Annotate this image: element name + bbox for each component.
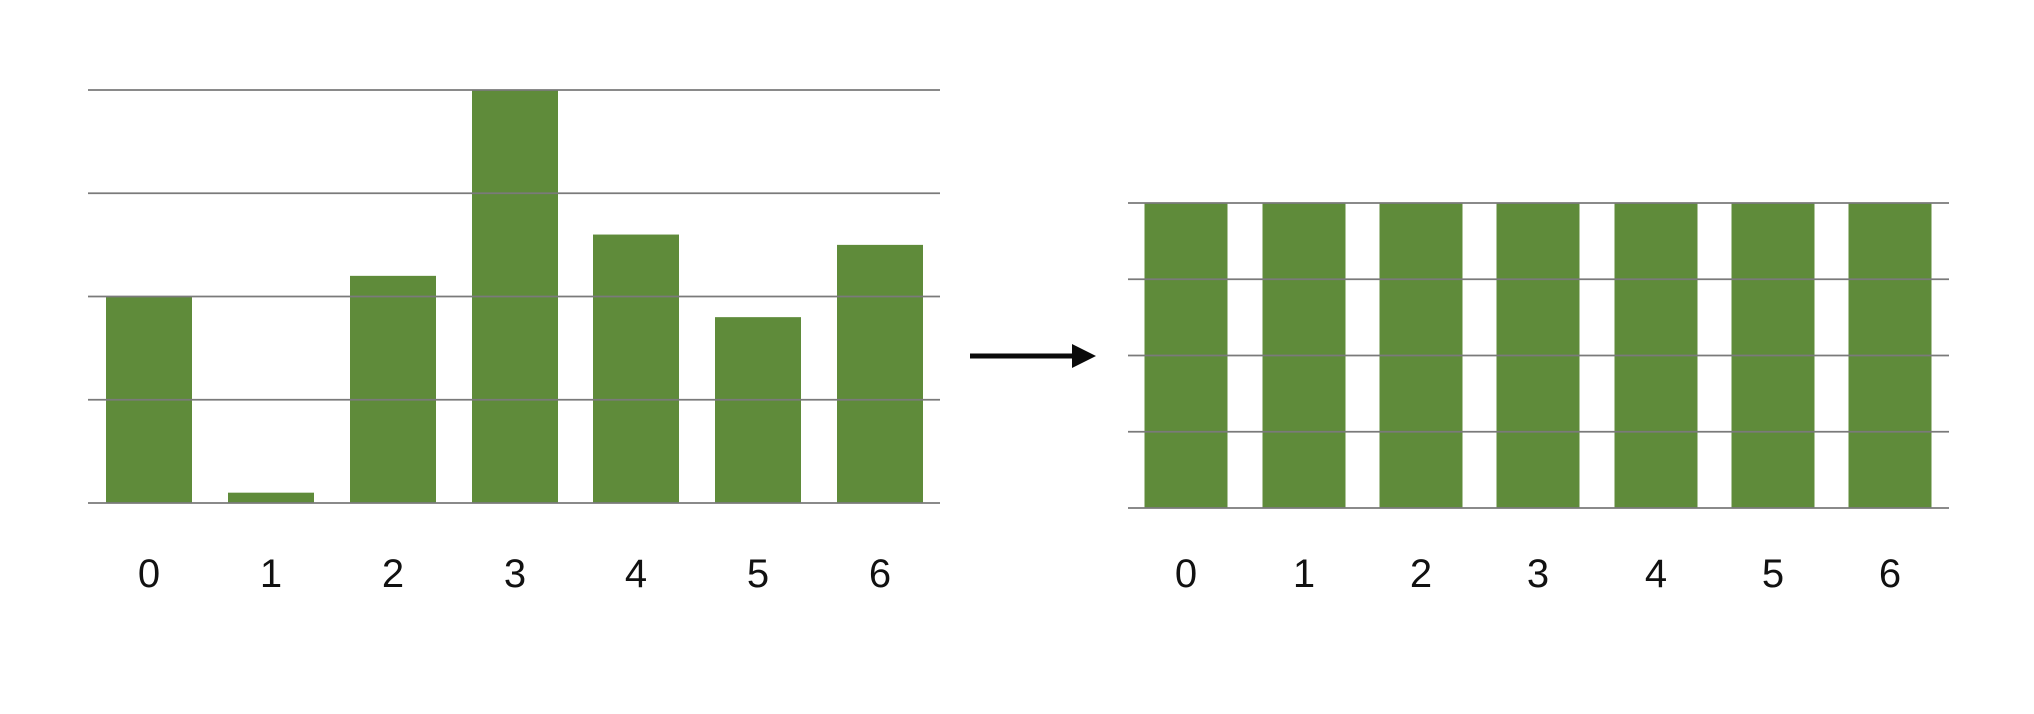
- bar-2: [350, 275, 436, 503]
- x-tick-label-1: 1: [260, 552, 282, 596]
- x-tick-label-3: 3: [504, 552, 526, 596]
- x-tick-label-2: 2: [382, 552, 404, 596]
- x-tick-label-4: 4: [1645, 552, 1667, 596]
- x-tick-label-5: 5: [1762, 552, 1784, 596]
- bar-5: [715, 317, 801, 503]
- gridlines: [1128, 202, 1949, 509]
- bar-4: [593, 234, 679, 504]
- bar-6: [837, 244, 923, 503]
- x-tick-label-1: 1: [1293, 552, 1315, 596]
- chart-after: 0 1 2 3 4 5 6: [1128, 202, 1949, 596]
- bar-1: [228, 492, 314, 503]
- x-tick-label-0: 0: [138, 552, 160, 596]
- x-tick-label-6: 6: [869, 552, 891, 596]
- x-tick-label-5: 5: [747, 552, 769, 596]
- x-tick-labels: 0 1 2 3 4 5 6: [138, 552, 891, 596]
- x-tick-label-3: 3: [1527, 552, 1549, 596]
- x-tick-label-2: 2: [1410, 552, 1432, 596]
- x-tick-label-4: 4: [625, 552, 647, 596]
- gridlines: [88, 89, 940, 504]
- chart-before: 0 1 2 3 4 5 6: [88, 89, 940, 596]
- right-arrow-icon: [970, 344, 1096, 368]
- bars: [106, 90, 923, 504]
- x-tick-label-0: 0: [1175, 552, 1197, 596]
- x-tick-label-6: 6: [1879, 552, 1901, 596]
- x-tick-labels: 0 1 2 3 4 5 6: [1175, 552, 1901, 596]
